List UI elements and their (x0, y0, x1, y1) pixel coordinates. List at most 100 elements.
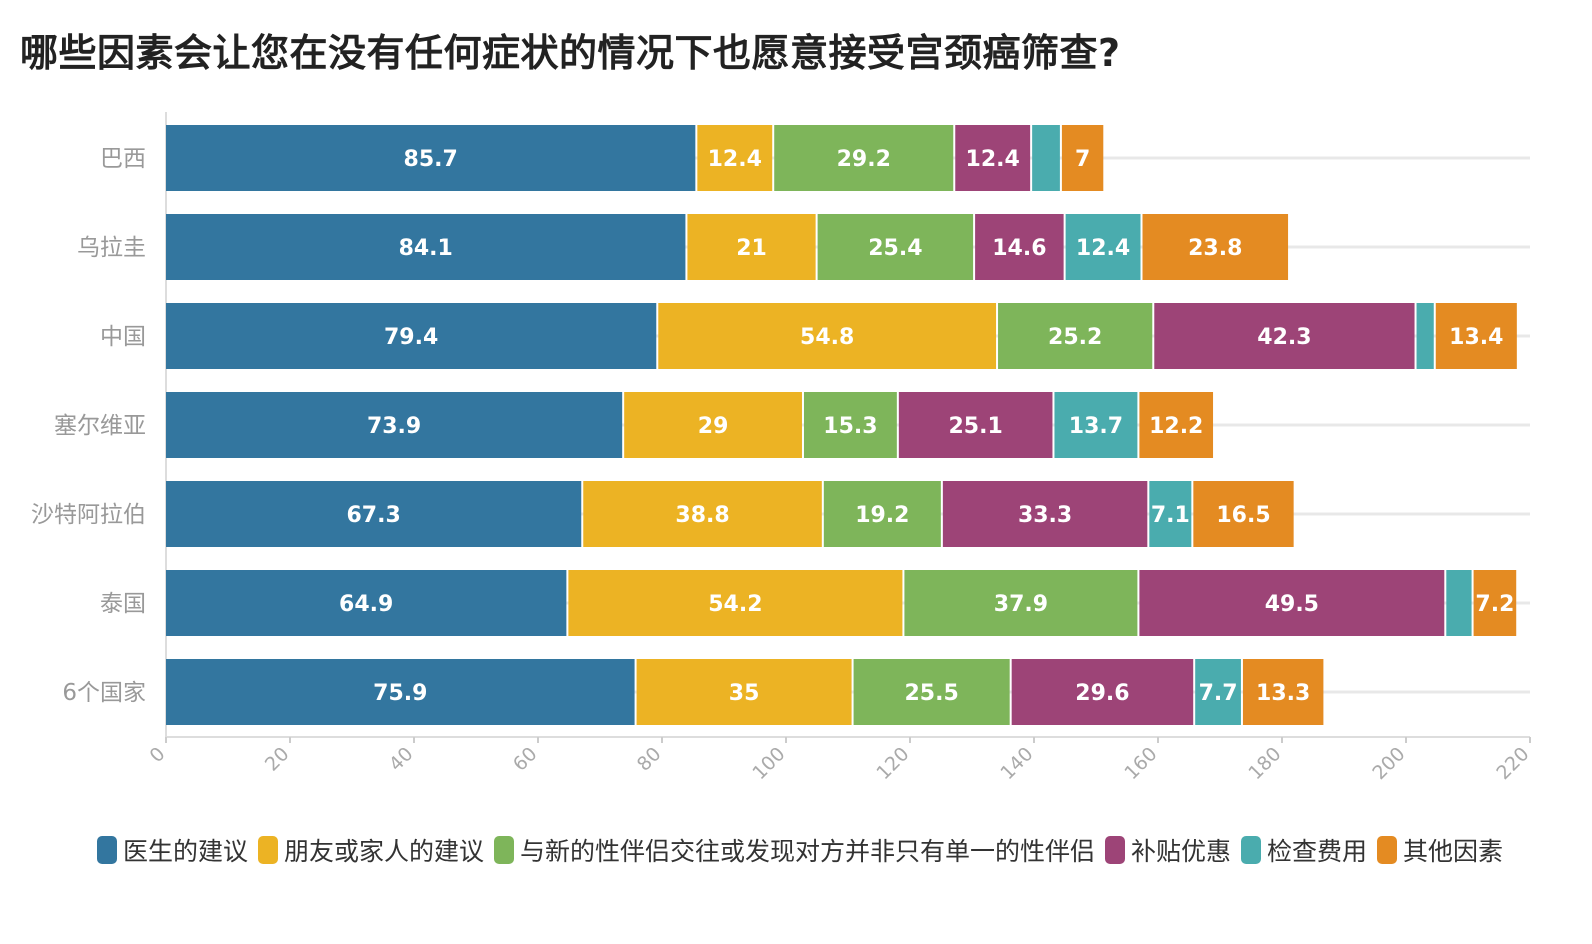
legend-item[interactable]: 与新的性伴侣交往或发现对方并非只有单一的性伴侣 (493, 832, 1095, 868)
data-label: 84.1 (399, 236, 453, 261)
bar-segment (166, 481, 582, 547)
data-label: 29 (698, 414, 729, 439)
bar-segment (1193, 481, 1294, 547)
data-label: 25.5 (904, 681, 958, 706)
bar-segment (1154, 303, 1415, 369)
bar-segment (1473, 570, 1517, 636)
bar-segment (658, 303, 997, 369)
legend-item[interactable]: 医生的建议 (96, 832, 248, 868)
data-label: 25.4 (868, 236, 922, 261)
bar-segment (1139, 570, 1445, 636)
x-tick-label: 100 (748, 743, 789, 784)
bar-segment (624, 392, 802, 458)
data-label: 54.8 (800, 325, 854, 350)
tick-labels: 0 20 40 60 80 100 120 140 160 180 200 220 巴西乌拉圭中国塞尔维… (31, 146, 1534, 784)
x-tick-label: 220 (1492, 743, 1533, 784)
data-label: 38.8 (675, 503, 729, 528)
data-labels: 85.7 12.4 29.2 12.4 7 84.1 21 25.4 14.6 12.4 23.8 7… (339, 147, 1514, 706)
category-label: 中国 (100, 324, 146, 350)
data-label: 7 (1075, 147, 1090, 172)
x-tick-label: 120 (872, 743, 913, 784)
category-label: 巴西 (100, 146, 146, 172)
data-label: 14.6 (992, 236, 1046, 261)
legend-label: 补贴优惠 (1131, 837, 1232, 866)
legend-swatch (257, 836, 278, 864)
x-tick-label: 20 (261, 743, 294, 776)
bar-segment (904, 570, 1138, 636)
category-label: 乌拉圭 (77, 235, 146, 261)
category-label: 泰国 (100, 591, 146, 617)
data-label: 7.1 (1151, 503, 1190, 528)
bar-segment (1195, 659, 1241, 725)
x-tick-label: 140 (996, 743, 1037, 784)
legend-label: 与新的性伴侣交往或发现对方并非只有单一的性伴侣 (519, 837, 1095, 866)
legend-label: 检查费用 (1267, 837, 1368, 866)
bar-segment (166, 125, 696, 191)
x-tick-label: 60 (509, 743, 542, 776)
bar-segment (1139, 392, 1214, 458)
bar-segment (817, 214, 974, 280)
data-label: 15.3 (823, 414, 877, 439)
legend-swatch (1105, 836, 1125, 864)
data-label: 42.3 (1257, 325, 1311, 350)
bar-segment (166, 214, 686, 280)
x-tick-label: 180 (1244, 743, 1285, 784)
data-label: 7.2 (1475, 592, 1514, 617)
data-label: 75.9 (373, 681, 427, 706)
bar-segment (1242, 659, 1324, 725)
stacked-bar-chart: 85.7 12.4 29.2 12.4 7 84.1 21 25.4 14.6 12.4 23.8 7… (31, 112, 1534, 784)
x-tick-label: 0 (145, 743, 169, 767)
data-label: 7.7 (1199, 681, 1238, 706)
bar-segment (898, 392, 1053, 458)
legend-item[interactable]: 补贴优惠 (1105, 832, 1231, 868)
category-label: 塞尔维亚 (54, 413, 146, 439)
bars (166, 125, 1517, 725)
data-label: 37.9 (994, 592, 1048, 617)
data-label: 49.5 (1265, 592, 1319, 617)
legend-item[interactable]: 朋友或家人的建议 (257, 832, 484, 868)
data-label: 33.3 (1018, 503, 1072, 528)
bar-segment (1011, 659, 1194, 725)
bar-segment (687, 214, 816, 280)
legend-item[interactable]: 其他因素 (1377, 832, 1503, 868)
data-label: 67.3 (346, 503, 400, 528)
legend-item[interactable]: 检查费用 (1241, 832, 1367, 868)
data-label: 12.4 (708, 147, 762, 172)
bar-segment (1065, 214, 1141, 280)
legend-swatch (96, 836, 117, 864)
x-tick-label: 40 (385, 743, 418, 776)
bar-segment (166, 570, 567, 636)
bar-segment (1032, 125, 1060, 191)
legend-label: 朋友或家人的建议 (283, 837, 484, 866)
data-label: 29.6 (1075, 681, 1129, 706)
bar-segment (1054, 392, 1138, 458)
data-label: 19.2 (855, 503, 909, 528)
legend-swatch (493, 836, 514, 864)
data-label: 21 (736, 236, 767, 261)
data-label: 29.2 (837, 147, 891, 172)
bar-segment (823, 481, 941, 547)
legend-swatch (1377, 836, 1398, 864)
bar-segment (1435, 303, 1517, 369)
data-label: 54.2 (708, 592, 762, 617)
data-label: 85.7 (404, 147, 458, 172)
bar-segment (568, 570, 903, 636)
bar-segment (697, 125, 773, 191)
data-label: 12.2 (1149, 414, 1203, 439)
bar-segment (166, 303, 657, 369)
legend-swatch (1241, 836, 1262, 864)
data-label: 23.8 (1188, 236, 1242, 261)
bar-segment (1142, 214, 1289, 280)
data-label: 13.7 (1069, 414, 1123, 439)
bar-segment (1446, 570, 1472, 636)
x-tick-label: 200 (1368, 743, 1409, 784)
bar-segment (975, 214, 1064, 280)
bar-segment (955, 125, 1031, 191)
data-label: 73.9 (367, 414, 421, 439)
x-tick-label: 80 (633, 743, 666, 776)
legend: 医生的建议 朋友或家人的建议 与新的性伴侣交往或发现对方并非只有单一的性伴侣 补贴优惠… (60, 832, 1540, 868)
data-label: 16.5 (1216, 503, 1270, 528)
bar-segment (853, 659, 1010, 725)
bar-segment (998, 303, 1153, 369)
bar-segment (1061, 125, 1104, 191)
